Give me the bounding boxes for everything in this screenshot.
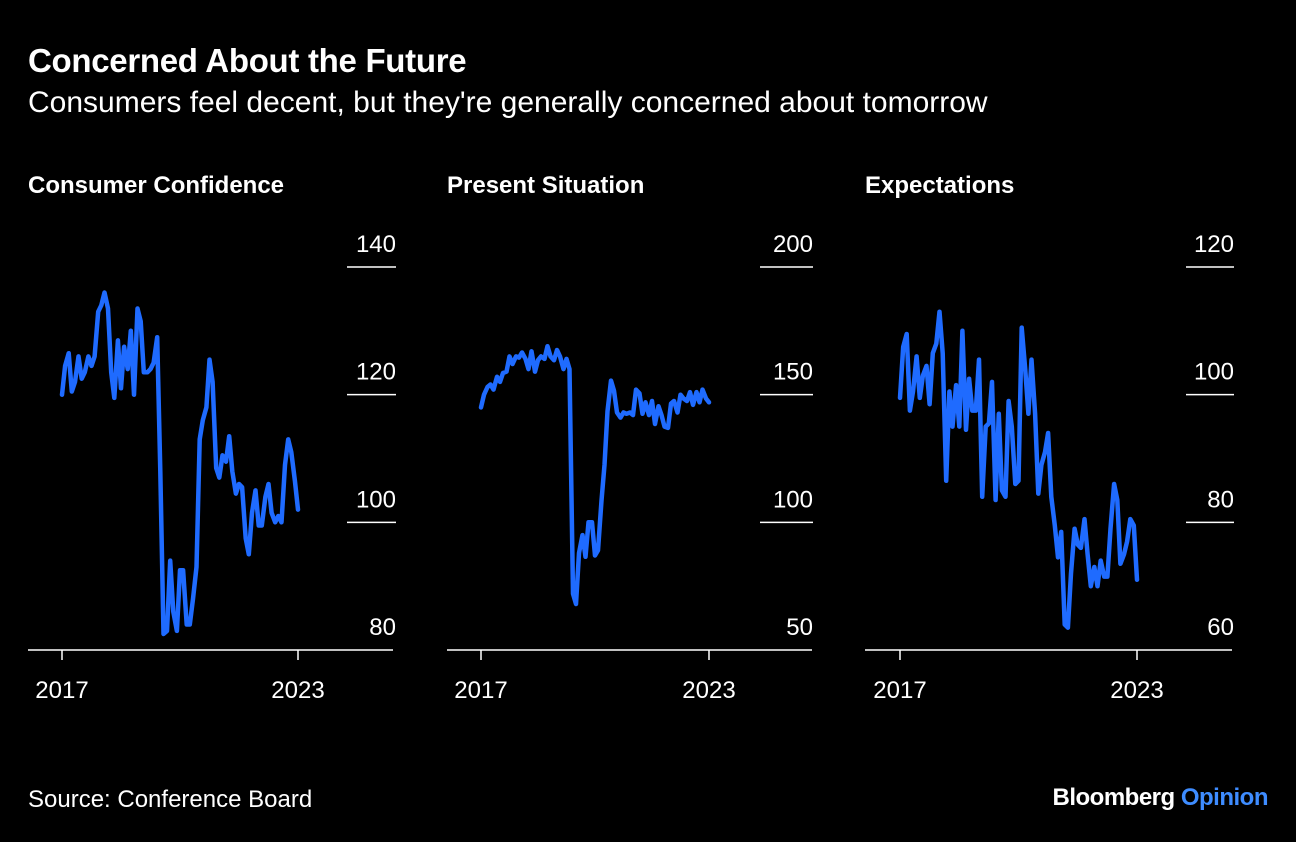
series-line	[897, 309, 1140, 630]
panel-present-situation: Present Situation 50 100 150 200 2017 2023	[447, 172, 813, 704]
chart-title: Concerned About the Future	[28, 42, 467, 79]
y-tick-label: 100	[356, 486, 396, 513]
x-tick-label: 2017	[454, 677, 507, 704]
y-tick-label: 150	[773, 359, 813, 386]
chart-subtitle: Consumers feel decent, but they're gener…	[28, 86, 988, 119]
x-tick-label: 2017	[35, 677, 88, 704]
y-tick-label: 200	[773, 231, 813, 258]
brand-logo: Bloomberg Opinion	[1053, 784, 1269, 812]
source-note: Source: Conference Board	[28, 786, 313, 813]
y-tick-label: 140	[356, 231, 396, 258]
x-tick-label: 2023	[271, 677, 324, 704]
y-tick-label: 80	[1207, 486, 1234, 513]
x-tick-label: 2017	[873, 677, 926, 704]
series-line	[59, 290, 301, 637]
brand-accent: Opinion	[1180, 784, 1269, 811]
series-line	[478, 343, 712, 607]
y-tick-label: 100	[1194, 359, 1234, 386]
panel-title: Expectations	[865, 172, 1014, 199]
x-tick-label: 2023	[682, 677, 735, 704]
panel-title: Present Situation	[447, 172, 644, 199]
y-tick-label: 50	[786, 614, 813, 641]
panel-expectations: Expectations 60 80 100 120 2017 2023	[865, 172, 1234, 704]
y-tick-label: 60	[1207, 614, 1234, 641]
panel-consumer-confidence: Consumer Confidence 80 100 120 140 2017 2023	[28, 172, 396, 704]
y-tick-label: 120	[1194, 231, 1234, 258]
brand-main: Bloomberg	[1052, 784, 1176, 811]
y-tick-label: 120	[356, 359, 396, 386]
y-tick-label: 100	[773, 486, 813, 513]
panel-title: Consumer Confidence	[28, 172, 284, 199]
y-tick-label: 80	[369, 614, 396, 641]
x-tick-label: 2023	[1110, 677, 1163, 704]
